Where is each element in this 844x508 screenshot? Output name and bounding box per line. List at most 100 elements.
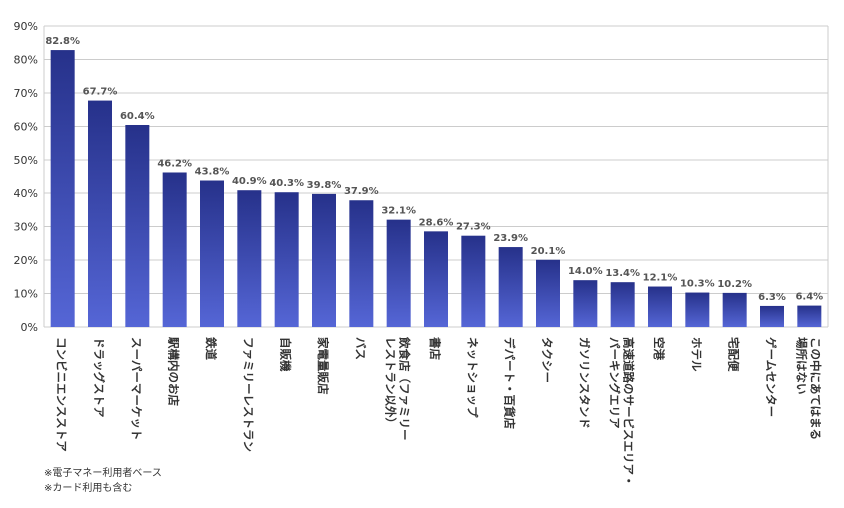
footnotes: ※電子マネー利用者ベース ※カード利用も含む [44, 466, 162, 496]
value-labels: 82.8% 67.7% 60.4% 46.2%43.8%40.9% 40.3% 39.8%… [45, 36, 823, 303]
category-label: 高速道路のサービスエリア・パーキングエリア [608, 337, 636, 487]
bar [498, 247, 523, 327]
value-label: 28.6% [419, 217, 454, 228]
y-tick-label: 40% [14, 187, 38, 200]
bar [610, 282, 635, 327]
category-label-line: 書店 [428, 337, 442, 360]
bar [424, 231, 448, 327]
value-label: 43.8% [195, 167, 230, 178]
y-axis-tick-labels: 0% 10% 20% 30% 40% 50% 60% 70% 80% 90% [14, 20, 38, 334]
category-label: ファミリーレストラン [241, 337, 255, 452]
category-label: ガソリンスタンド [577, 337, 591, 429]
category-label-line: ドラッグストア [92, 337, 106, 418]
bar [648, 286, 672, 327]
category-label-line: ファミリーレストラン [241, 337, 255, 452]
bar [50, 50, 75, 327]
value-label: 40.3% [269, 178, 304, 189]
category-label: デパート・百貨店 [503, 337, 517, 429]
value-label: 23.9% [493, 233, 528, 244]
y-tick-label: 0% [21, 321, 38, 334]
category-label-line: 空港 [652, 337, 666, 360]
value-label: 13.4% [605, 268, 640, 279]
category-label-line: 場所はない [794, 337, 808, 395]
value-label: 32.1% [381, 206, 416, 217]
category-label-line: パーキングエリア [608, 337, 622, 429]
bar [200, 180, 224, 327]
category-label: ホテル [689, 337, 703, 372]
value-label: 10.2% [717, 279, 752, 290]
x-axis-category-labels: コンビニエンスストア ドラッグストア スーパーマーケット 駅構内のお店 鉄道 ファミリーレ… [55, 336, 823, 487]
bar [797, 305, 822, 327]
category-label: 家電量販店 [316, 337, 330, 395]
bar [237, 190, 262, 327]
category-label-line: タクシー [540, 337, 554, 383]
category-label-line: 家電量販店 [316, 337, 330, 395]
category-label: スーパーマーケット [129, 337, 143, 440]
bar [88, 100, 112, 327]
bar [386, 219, 411, 327]
category-label-line: バス [353, 337, 367, 360]
value-label: 12.1% [643, 273, 678, 284]
category-label-line: スーパーマーケット [129, 337, 143, 440]
value-label: 67.7% [83, 87, 118, 98]
value-label: 82.8% [45, 36, 80, 47]
category-label: 空港 [652, 337, 666, 360]
category-label-line: ホテル [689, 337, 703, 372]
bar [573, 280, 598, 327]
category-label: ゲームセンター [764, 337, 778, 417]
bar [461, 235, 486, 327]
bar [685, 292, 710, 327]
category-label: 鉄道 [204, 337, 218, 360]
value-label: 20.1% [531, 246, 566, 257]
category-label-line: 高速道路のサービスエリア・ [622, 337, 636, 487]
bar [760, 305, 784, 327]
y-tick-label: 10% [14, 288, 38, 301]
y-tick-label: 60% [14, 120, 38, 133]
category-label-line: デパート・百貨店 [503, 337, 517, 429]
y-tick-label: 20% [14, 254, 38, 267]
category-label-line: 飲食店（ファミリー [398, 336, 412, 441]
y-tick-label: 30% [14, 221, 38, 234]
bar [125, 124, 150, 328]
y-tick-label: 80% [14, 53, 38, 66]
category-label-line: 自販機 [279, 337, 293, 372]
value-label: 6.4% [795, 292, 823, 303]
y-tick-label: 90% [14, 20, 38, 33]
value-label: 37.9% [344, 186, 379, 197]
category-label-line: 宅配便 [727, 337, 741, 372]
category-label: 書店 [428, 337, 442, 360]
category-label: ネットショップ [465, 337, 479, 418]
footnote-user-base: ※電子マネー利用者ベース [44, 468, 162, 479]
y-tick-label: 50% [14, 154, 38, 167]
category-label-line: 鉄道 [204, 337, 218, 360]
value-label: 10.3% [680, 279, 715, 290]
category-label-line: 駅構内のお店 [167, 336, 181, 406]
category-label: 宅配便 [727, 337, 741, 372]
value-label: 14.0% [568, 266, 603, 277]
value-label: 39.8% [307, 180, 342, 191]
category-label: ドラッグストア [92, 337, 106, 418]
category-label-line: ゲームセンター [764, 337, 778, 417]
value-label: 60.4% [120, 111, 155, 122]
category-label: 自販機 [279, 337, 293, 372]
value-label: 6.3% [758, 292, 786, 303]
bar [536, 259, 560, 327]
bars [50, 50, 822, 328]
category-label: 駅構内のお店 [167, 336, 181, 406]
category-label: バス [353, 337, 367, 360]
category-label-line: コンビニエンスストア [55, 337, 69, 452]
category-label: コンビニエンスストア [55, 337, 69, 452]
bar [312, 193, 336, 327]
value-label: 46.2% [157, 158, 192, 169]
bar [349, 200, 374, 327]
value-label: 40.9% [232, 176, 267, 187]
category-label-line: レストラン以外） [384, 337, 398, 429]
value-label: 27.3% [456, 222, 491, 233]
footnote-card-usage: ※カード利用も含む [44, 483, 133, 494]
y-tick-label: 70% [14, 87, 38, 100]
bar [722, 292, 747, 327]
bar [162, 172, 187, 327]
